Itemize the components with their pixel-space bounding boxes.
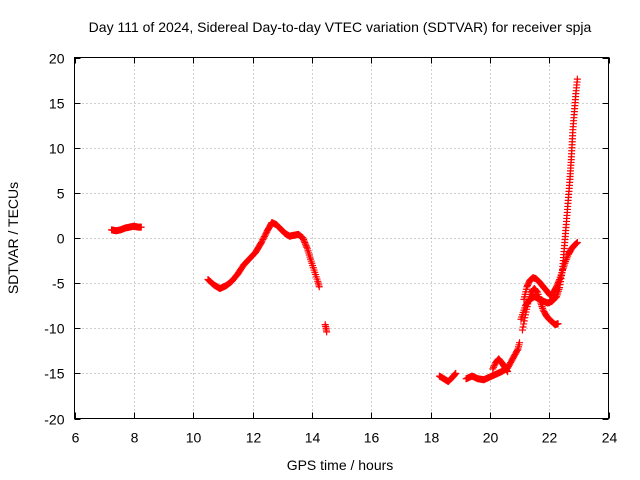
y-tick-label: -20	[44, 412, 64, 428]
y-tick-label: 5	[57, 186, 65, 202]
y-tick-label: 20	[49, 51, 65, 67]
data-point	[573, 75, 581, 83]
data-point	[303, 243, 311, 251]
data-point	[301, 240, 309, 248]
y-tick-label: -5	[52, 276, 65, 292]
data-point	[300, 236, 308, 244]
y-tick-label: 15	[49, 96, 65, 112]
data-point	[490, 362, 498, 370]
data-point	[452, 369, 460, 377]
x-tick-label: 8	[131, 430, 139, 446]
x-tick-label: 12	[246, 430, 262, 446]
x-tick-label: 16	[364, 430, 380, 446]
x-axis-label: GPS time / hours	[287, 457, 394, 473]
data-point	[490, 363, 498, 371]
x-tick-label: 6	[72, 430, 80, 446]
x-tick-label: 24	[602, 430, 618, 446]
series-arc6	[489, 355, 512, 376]
x-tick-label: 20	[483, 430, 499, 446]
data-point	[572, 240, 580, 248]
x-tick-label: 22	[542, 430, 558, 446]
data-point	[300, 237, 308, 245]
series-arc5	[462, 339, 523, 384]
data-point	[323, 328, 331, 336]
data-point	[315, 283, 323, 291]
data-point	[554, 320, 562, 328]
series-arc4	[435, 369, 460, 385]
grid-lines	[74, 57, 609, 419]
y-tick-label: 10	[49, 141, 65, 157]
chart-title: Day 111 of 2024, Sidereal Day-to-day VTE…	[89, 19, 592, 35]
data-point	[573, 239, 581, 247]
data-point	[573, 239, 581, 247]
y-tick-label: 0	[57, 231, 65, 247]
y-tick-label: -10	[44, 321, 64, 337]
series-arc9	[517, 75, 581, 323]
data-point	[504, 368, 512, 376]
series-arc3	[321, 321, 331, 336]
data-point	[516, 339, 523, 347]
axis-ticks	[74, 57, 610, 420]
data-point	[301, 239, 309, 247]
x-tick-label: 10	[186, 430, 202, 446]
data-point	[261, 231, 269, 239]
x-tick-label: 18	[424, 430, 440, 446]
y-tick-label: -15	[44, 366, 64, 382]
x-tick-labels: 6 8 10 12 14 16 18 20 22 24	[72, 430, 618, 446]
x-tick-label: 14	[305, 430, 321, 446]
data-point	[137, 223, 145, 231]
data-point	[302, 242, 310, 250]
data-point	[513, 346, 521, 354]
data-point	[299, 234, 307, 242]
y-axis-label: SDTVAR / TECUs	[5, 182, 21, 294]
data-points	[108, 75, 581, 385]
plot-frame	[74, 57, 609, 419]
series-arc2	[204, 219, 323, 293]
data-point	[489, 365, 497, 373]
series-arc1	[108, 222, 145, 235]
y-tick-labels: -20 -15 -10 -5 0 5 10 15 20	[44, 51, 64, 428]
